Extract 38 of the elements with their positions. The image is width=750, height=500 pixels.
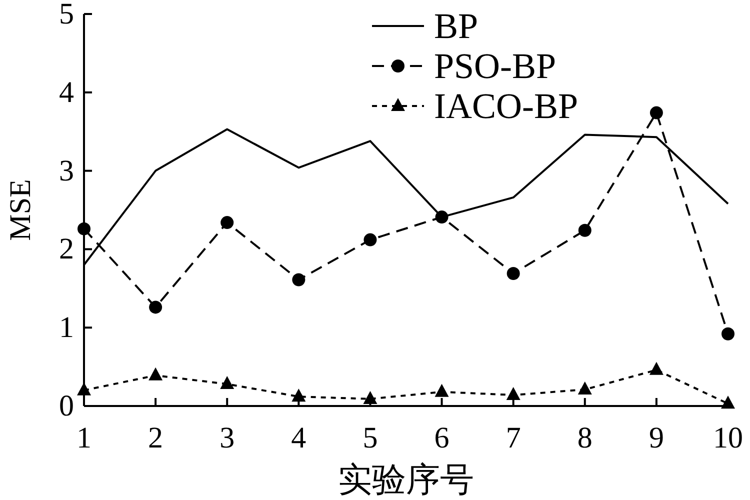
point [578, 224, 592, 237]
point [649, 362, 664, 375]
point [434, 384, 449, 397]
point [292, 388, 306, 402]
legend-label: IACO-BP [434, 86, 578, 126]
point [220, 216, 234, 230]
x-tick-label: 9 [648, 422, 664, 454]
point [650, 106, 663, 120]
x-tick-label: 8 [577, 422, 592, 454]
point [292, 273, 306, 286]
legend-label: PSO-BP [434, 46, 556, 86]
x-tick-label: 5 [362, 422, 378, 454]
point [506, 267, 520, 280]
x-tick-label: 3 [220, 422, 235, 454]
x-tick-label: 7 [506, 422, 521, 454]
y-tick-label: 3 [59, 154, 74, 188]
point [364, 233, 377, 246]
point [77, 382, 91, 396]
x-tick-label: 4 [291, 422, 306, 454]
legend-label: BP [434, 6, 478, 46]
point [148, 367, 163, 380]
x-tick-label: 6 [434, 422, 450, 454]
point [78, 222, 90, 236]
y-tick-label: 1 [59, 311, 74, 344]
y-tick-label: 4 [59, 76, 74, 109]
point [220, 376, 234, 390]
point [435, 210, 448, 224]
point [578, 382, 592, 395]
y-tick-label: 0 [59, 390, 74, 422]
x-axis-title: 实验序号 [338, 462, 474, 498]
y-axis-title: MSE [4, 179, 36, 241]
point [506, 387, 520, 400]
x-tick-label: 2 [148, 422, 164, 454]
y-tick-label: 5 [59, 0, 74, 30]
point [722, 327, 734, 340]
point [149, 300, 162, 314]
x-tick-label: 10 [713, 422, 743, 454]
y-tick-label: 2 [59, 232, 74, 266]
